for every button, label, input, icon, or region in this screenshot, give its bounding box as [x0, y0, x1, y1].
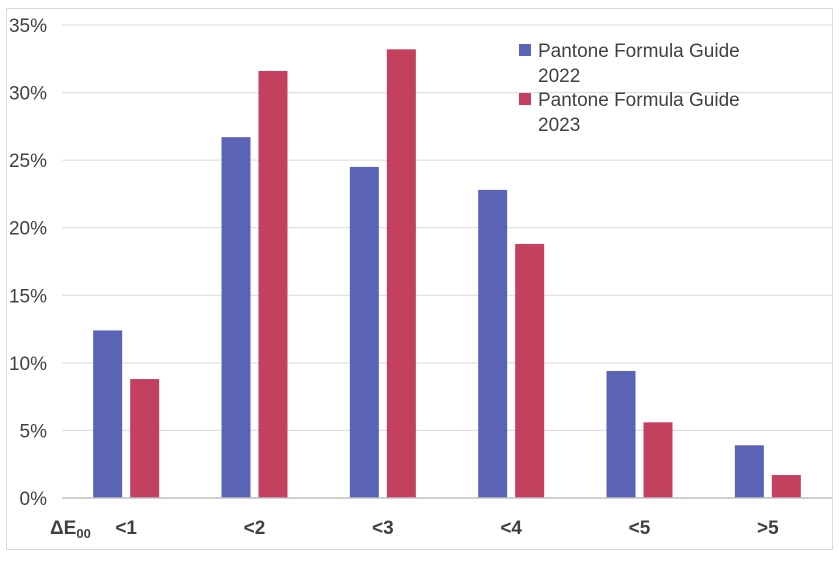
y-tick-label: 25%	[9, 151, 47, 172]
bar-2023	[515, 243, 545, 498]
x-axis-title-subscript: 00	[76, 526, 90, 541]
x-category-label: <3	[372, 518, 394, 539]
x-category-label: <1	[115, 518, 137, 539]
bar-2022	[606, 370, 636, 498]
legend: Pantone Formula Guide 2022 Pantone Formula…	[519, 41, 740, 136]
legend-swatch	[519, 93, 531, 105]
bars	[93, 49, 801, 499]
y-tick-label: 20%	[9, 219, 47, 240]
legend-label: 2023	[538, 115, 580, 136]
x-category-label: <4	[500, 518, 522, 539]
legend-label: 2022	[538, 66, 580, 87]
x-axis-title: ΔE00	[50, 518, 91, 541]
x-category-label: <5	[629, 518, 651, 539]
legend-label: Pantone Formula Guide	[538, 90, 740, 111]
bar-2023	[386, 49, 416, 498]
y-tick-label: 30%	[9, 84, 47, 105]
x-axis-category-labels: <1 <2 <3 <4 <5 >5	[115, 518, 779, 539]
y-tick-label: 35%	[9, 16, 47, 37]
bar-2023	[130, 379, 160, 498]
bar-2023	[771, 475, 801, 498]
y-tick-label: 5%	[20, 421, 48, 442]
bar-2022	[221, 137, 251, 498]
legend-swatch	[519, 44, 531, 56]
legend-label: Pantone Formula Guide	[538, 41, 740, 62]
bar-2023	[643, 422, 673, 498]
y-tick-label: 0%	[20, 489, 48, 510]
y-tick-label: 10%	[9, 354, 47, 375]
bar-2022	[478, 189, 508, 499]
y-tick-label: 15%	[9, 286, 47, 307]
y-axis-tick-labels: 0% 5% 10% 15% 20% 25% 30% 35%	[9, 16, 47, 510]
bar-2022	[93, 330, 123, 498]
x-category-label: >5	[757, 518, 779, 539]
bar-2022	[734, 445, 764, 498]
x-category-label: <2	[244, 518, 266, 539]
bar-2022	[349, 166, 379, 498]
bar-2023	[258, 70, 288, 498]
x-axis-title-main: ΔE	[50, 518, 76, 539]
gridlines	[62, 24, 832, 431]
